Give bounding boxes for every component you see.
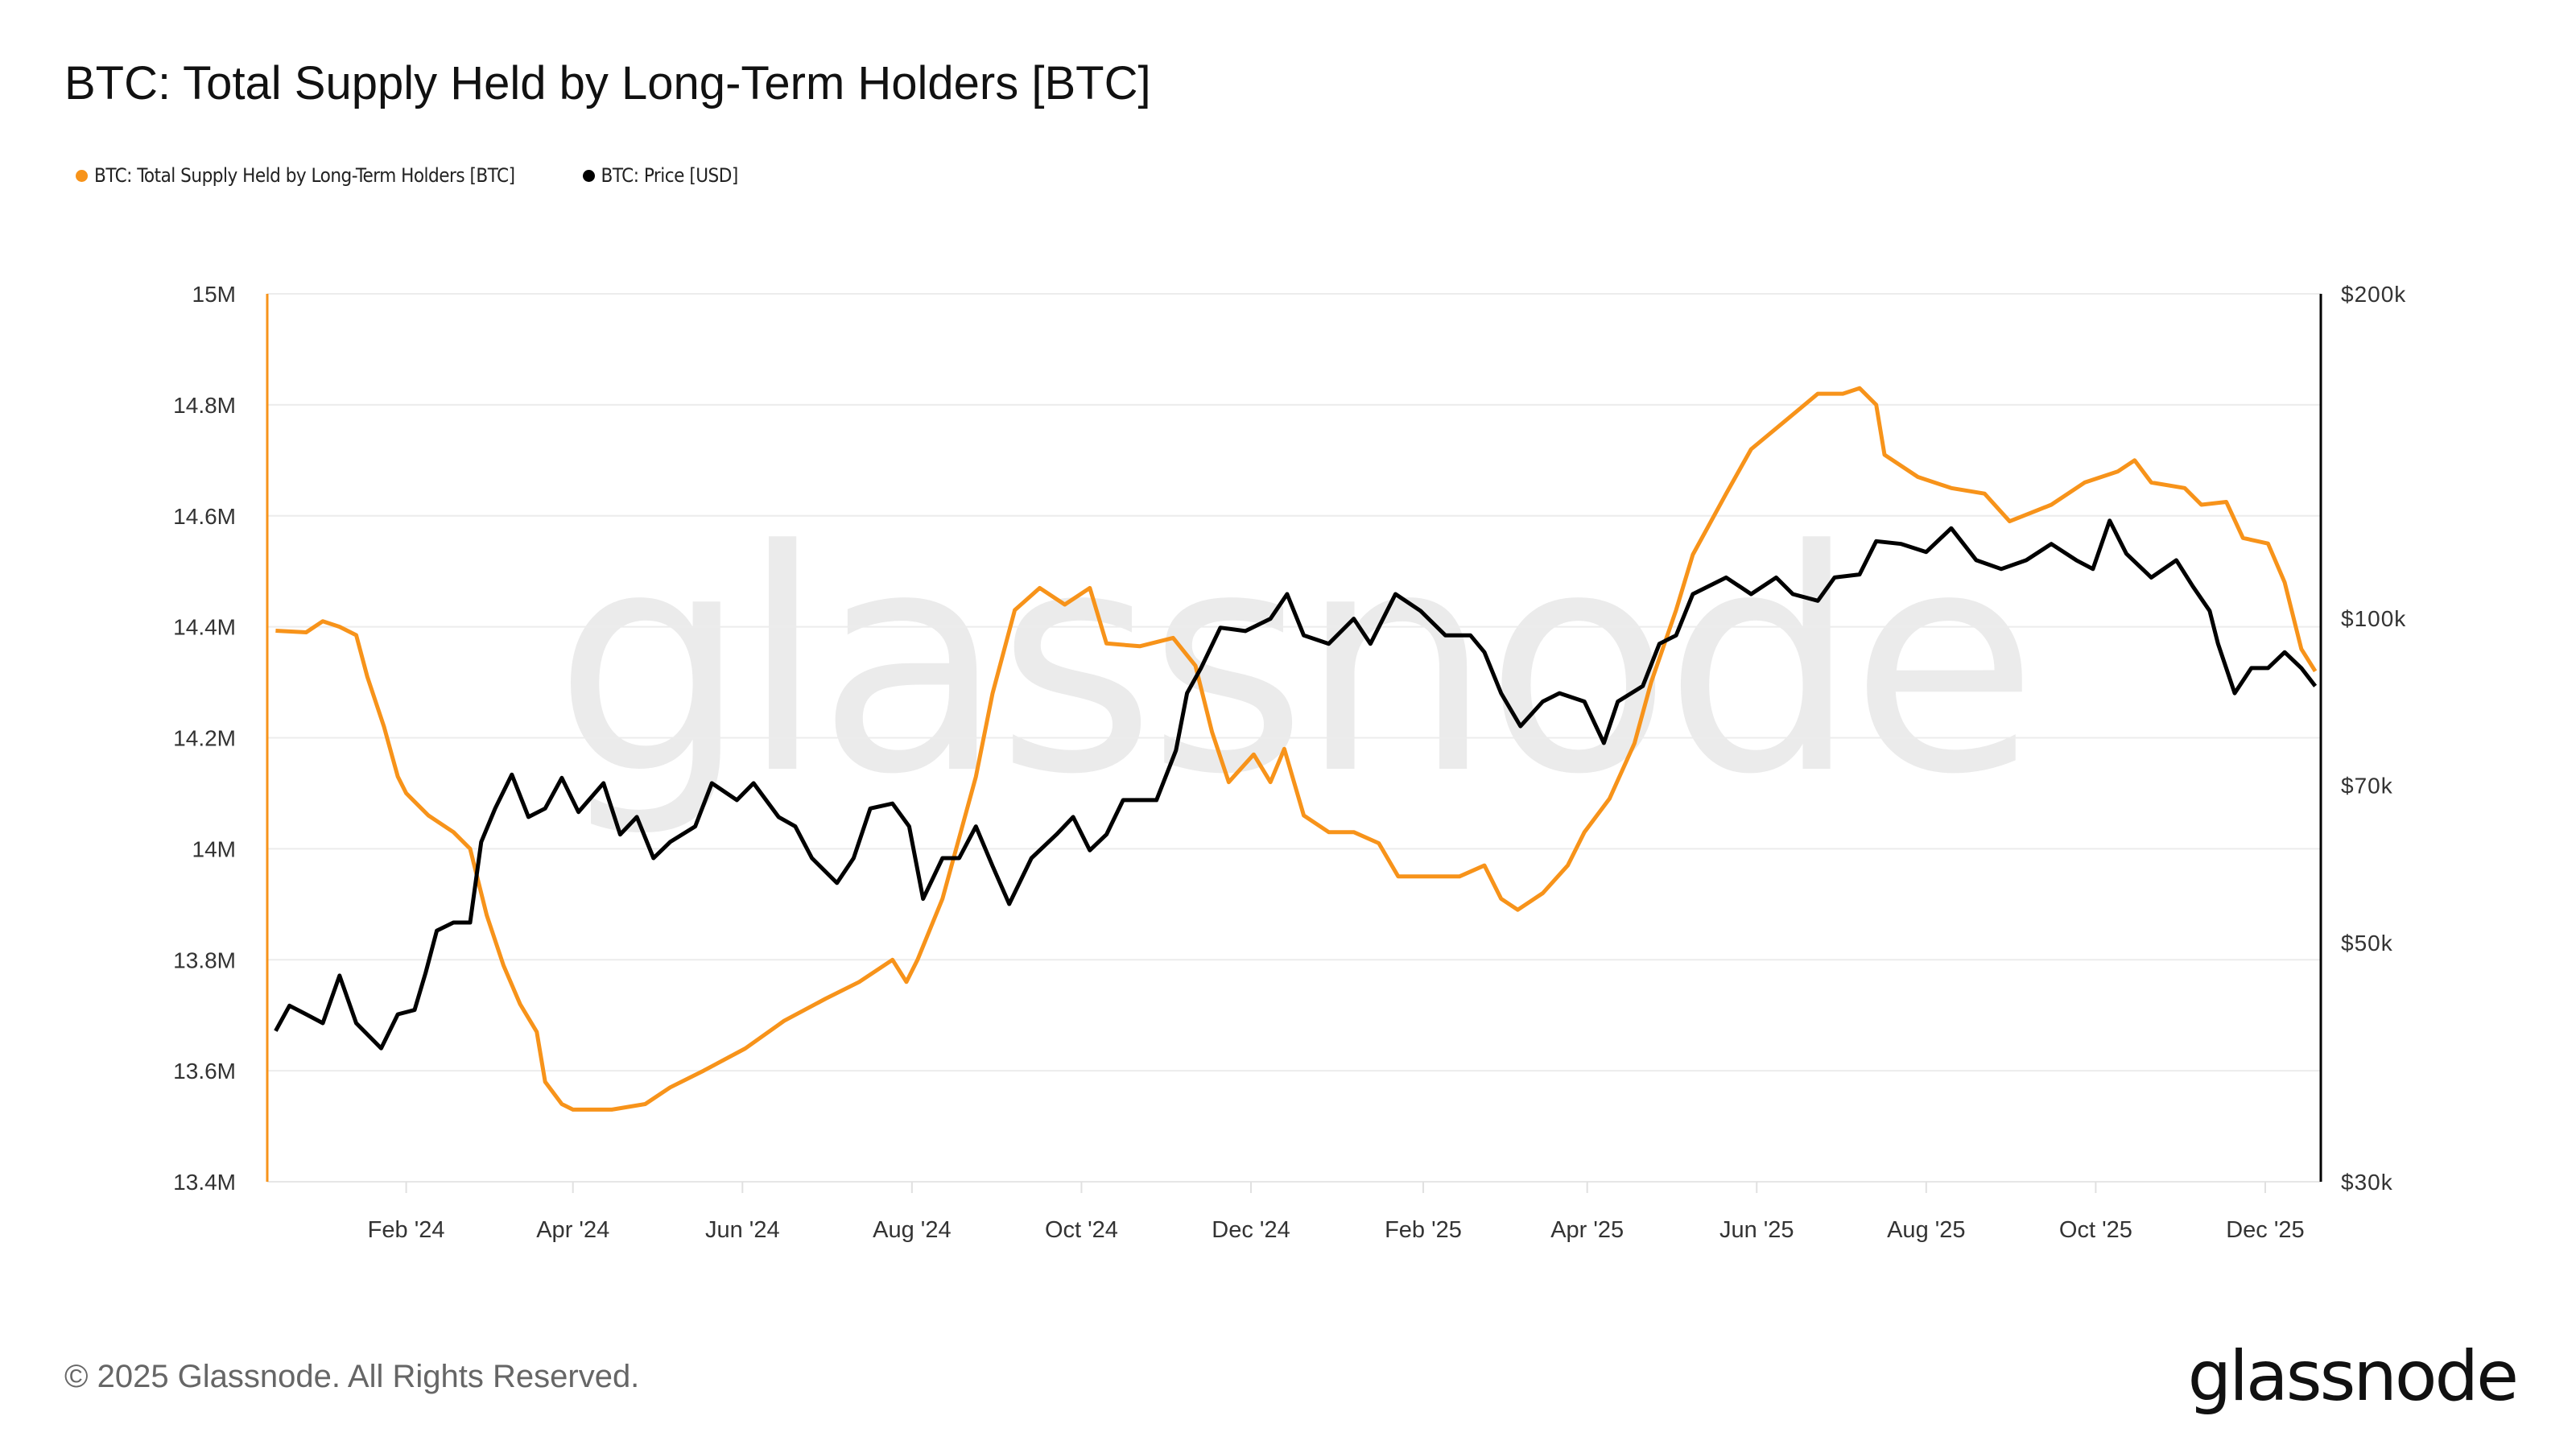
x-tick-label: Aug '25 <box>1887 1217 1965 1243</box>
y-right-tick-label: $100k <box>2341 606 2406 631</box>
x-tick-label: Jun '24 <box>705 1217 780 1243</box>
copyright: © 2025 Glassnode. All Rights Reserved. <box>64 1359 640 1394</box>
legend-label: BTC: Total Supply Held by Long-Term Hold… <box>94 164 515 187</box>
y-axis-right: $30k $50k $70k $100k $200k <box>2319 282 2406 1195</box>
y-left-tick-label: 14M <box>192 836 236 861</box>
y-right-tick-label: $70k <box>2341 773 2393 798</box>
x-tick-label: Apr '25 <box>1550 1217 1624 1243</box>
y-axis-left: 13.4M 13.6M 13.8M 14M 14.2M 14.4M 14.6M 14.8M 15… <box>173 282 269 1195</box>
series-line-price <box>274 518 2318 1051</box>
chart-title: BTC: Total Supply Held by Long-Term Hold… <box>64 57 1151 109</box>
y-left-tick-label: 14.8M <box>173 393 236 418</box>
y-left-tick-label: 13.4M <box>173 1170 236 1195</box>
x-tick-label: Aug '24 <box>873 1217 951 1243</box>
y-right-tick-label: $50k <box>2341 931 2393 956</box>
x-tick-label: Jun '25 <box>1719 1217 1794 1243</box>
y-right-tick-label: $200k <box>2341 282 2406 307</box>
y-left-tick-label: 13.8M <box>173 947 236 972</box>
legend-dot-icon <box>76 169 88 182</box>
x-tick-label: Dec '24 <box>1212 1217 1290 1243</box>
y-left-tick-label: 13.6M <box>173 1059 236 1084</box>
gridlines <box>267 293 2321 1183</box>
y-left-tick-label: 15M <box>192 282 236 307</box>
x-tick-label: Feb '25 <box>1385 1217 1462 1243</box>
legend-item-lth-supply[interactable]: BTC: Total Supply Held by Long-Term Hold… <box>76 164 515 187</box>
series-lines <box>274 386 2318 1112</box>
x-tick-label: Dec '25 <box>2226 1217 2304 1243</box>
x-axis: Feb '24 Apr '24 Jun '24 Aug '24 Oct '24 Dec '… <box>267 1181 2321 1243</box>
y-left-tick-label: 14.6M <box>173 504 236 529</box>
x-tick-label: Feb '24 <box>368 1217 445 1243</box>
y-left-tick-label: 14.4M <box>173 615 236 640</box>
x-tick-label: Oct '24 <box>1045 1217 1118 1243</box>
y-left-tick-label: 14.2M <box>173 726 236 751</box>
y-right-tick-label: $30k <box>2341 1170 2393 1195</box>
x-tick-label: Oct '25 <box>2059 1217 2132 1243</box>
watermark: glassnode <box>554 485 2030 841</box>
series-line-lth-supply <box>275 386 2318 1112</box>
legend-dot-icon <box>582 169 595 182</box>
legend-item-price[interactable]: BTC: Price [USD] <box>582 164 739 187</box>
x-tick-label: Apr '24 <box>536 1217 609 1243</box>
legend: BTC: Total Supply Held by Long-Term Hold… <box>76 164 738 187</box>
legend-label: BTC: Price [USD] <box>601 164 739 187</box>
glassnode-logo: glassnode <box>2187 1336 2519 1417</box>
